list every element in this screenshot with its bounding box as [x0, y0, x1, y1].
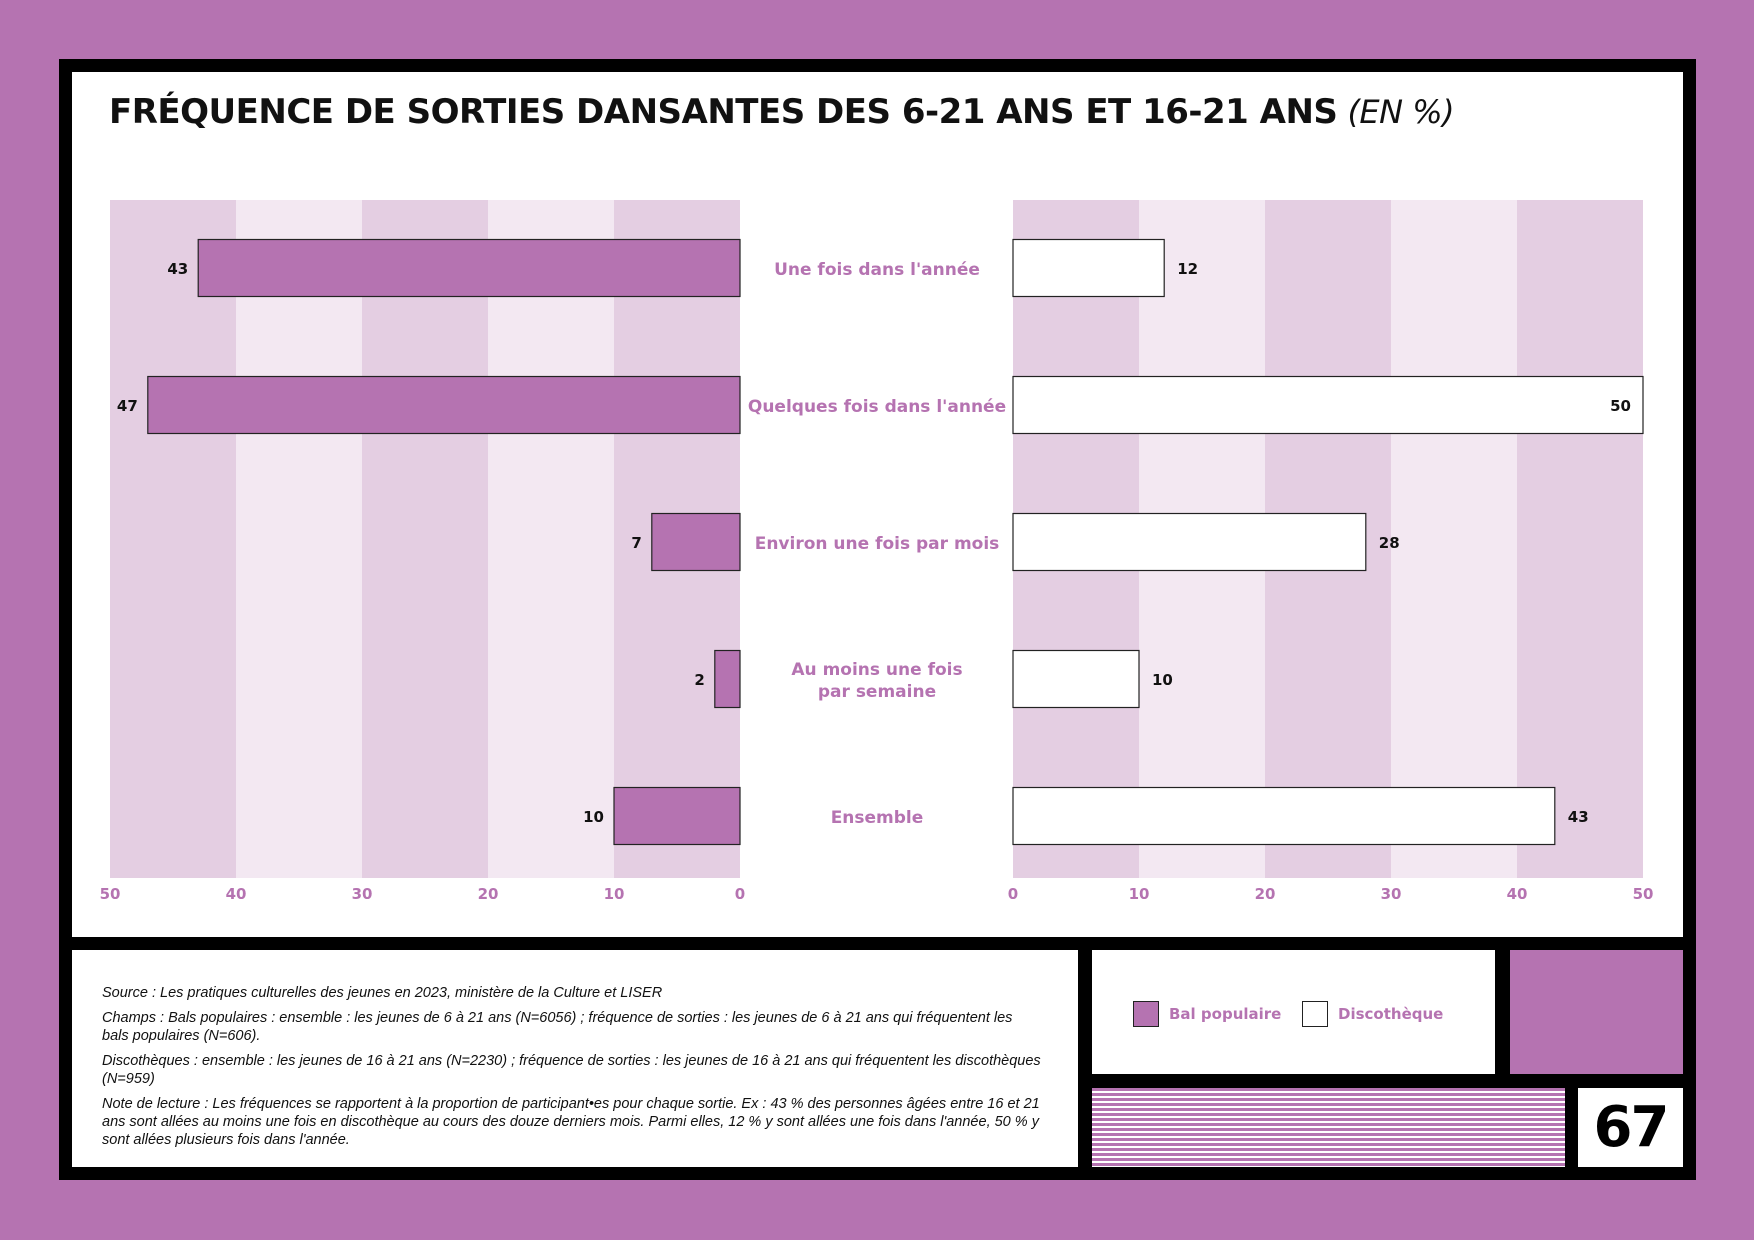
x-tick-label-left: 30 — [352, 885, 373, 903]
data-label-bal-populaire: 2 — [694, 671, 704, 689]
page-number-box — [1578, 1088, 1683, 1167]
x-tick-label-right: 20 — [1255, 885, 1276, 903]
data-label-bal-populaire: 7 — [631, 534, 641, 552]
category-label: Environ une fois par mois — [755, 534, 1000, 554]
category-label: par semaine — [818, 682, 936, 702]
grid-band-left — [362, 200, 488, 878]
data-label-discotheque: 28 — [1379, 534, 1400, 552]
x-tick-label-right: 10 — [1129, 885, 1150, 903]
bar-bal-populaire — [714, 649, 741, 709]
legend-label-bal-populaire: Bal populaire — [1169, 1005, 1282, 1023]
x-tick-label-left: 10 — [604, 885, 625, 903]
notes-panel — [72, 950, 1078, 1167]
data-label-discotheque: 43 — [1568, 808, 1589, 826]
data-label-discotheque: 12 — [1177, 260, 1198, 278]
x-tick-label-left: 20 — [478, 885, 499, 903]
legend-item-discotheque: Discothèque — [1302, 1000, 1443, 1028]
grid-band-right — [1517, 200, 1643, 878]
data-label-bal-populaire: 47 — [117, 397, 138, 415]
data-label-discotheque: 10 — [1152, 671, 1173, 689]
grid-band-left — [236, 200, 362, 878]
notes-text: Source : Les pratiques culturelles des j… — [102, 984, 1042, 1156]
chart-title: FRÉQUENCE DE SORTIES DANSANTES DES 6-21 … — [109, 92, 1455, 132]
note-lecture: Note de lecture : Les fréquences se rapp… — [102, 1096, 1040, 1148]
data-label-discotheque: 50 — [1610, 397, 1631, 415]
x-tick-label-left: 50 — [100, 885, 121, 903]
bar-discotheque — [1012, 786, 1556, 846]
data-label-bal-populaire: 10 — [583, 808, 604, 826]
category-label: Au moins une fois — [791, 660, 962, 680]
bar-discotheque — [1012, 512, 1367, 572]
note-discotheques: Discothèques : ensemble : les jeunes de … — [102, 1053, 1041, 1087]
category-label: Quelques fois dans l'année — [748, 397, 1006, 417]
grid-band-right — [1391, 200, 1517, 878]
decorative-stripes — [1092, 1088, 1565, 1167]
grid-band-left — [110, 200, 236, 878]
bar-discotheque — [1012, 649, 1140, 709]
bar-discotheque — [1012, 375, 1644, 435]
bar-bal-populaire — [147, 375, 741, 435]
x-tick-label-right: 50 — [1633, 885, 1654, 903]
category-label: Ensemble — [831, 808, 924, 828]
note-champs: Champs : Bals populaires : ensemble : le… — [102, 1010, 1013, 1044]
bar-bal-populaire — [197, 238, 741, 298]
x-tick-label-left: 0 — [735, 885, 745, 903]
bar-discotheque — [1012, 238, 1165, 298]
x-tick-label-right: 0 — [1008, 885, 1018, 903]
legend-label-discotheque: Discothèque — [1338, 1005, 1444, 1023]
legend-item-bal-populaire: Bal populaire — [1133, 1000, 1281, 1028]
note-source: Source : Les pratiques culturelles des j… — [102, 985, 663, 1001]
legend-swatch-discotheque — [1302, 1001, 1328, 1027]
data-label-bal-populaire: 43 — [167, 260, 188, 278]
decorative-square — [1510, 950, 1683, 1074]
legend-swatch-bal-populaire — [1133, 1001, 1159, 1027]
bar-bal-populaire — [651, 512, 741, 572]
x-tick-label-right: 40 — [1507, 885, 1528, 903]
bar-bal-populaire — [613, 786, 741, 846]
chart-title-unit: (EN %) — [1347, 93, 1455, 131]
legend — [1092, 950, 1495, 1074]
chart-title-text: FRÉQUENCE DE SORTIES DANSANTES DES 6-21 … — [109, 92, 1338, 132]
x-tick-label-left: 40 — [226, 885, 247, 903]
page-number: 67 — [1593, 1095, 1670, 1160]
x-tick-label-right: 30 — [1381, 885, 1402, 903]
grid-band-left — [488, 200, 614, 878]
category-label: Une fois dans l'année — [774, 260, 980, 280]
